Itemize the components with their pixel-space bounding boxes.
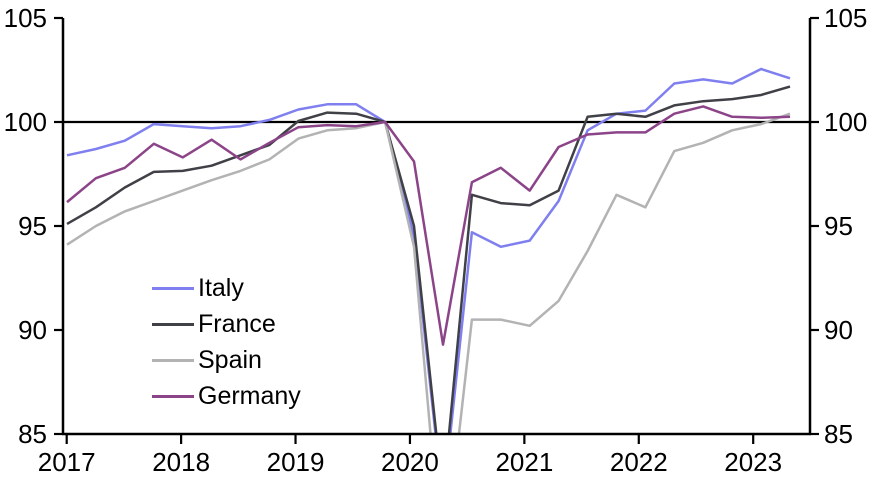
series-line-france [66, 85, 791, 434]
x-tick-label: 2021 [495, 447, 553, 477]
legend-item-germany: Germany [152, 378, 301, 414]
y-tick-label-left: 95 [18, 211, 47, 241]
y-tick-label-right: 85 [824, 419, 853, 449]
y-tick-label-left: 85 [18, 419, 47, 449]
x-tick-label: 2020 [381, 447, 439, 477]
y-tick-label-right: 105 [824, 3, 867, 33]
legend-swatch-italy [152, 286, 194, 290]
legend-item-italy: Italy [152, 270, 301, 306]
legend-swatch-germany [152, 394, 194, 398]
x-tick-label: 2023 [724, 447, 782, 477]
y-tick-label-right: 90 [824, 315, 853, 345]
legend-item-spain: Spain [152, 342, 301, 378]
legend-label-france: France [198, 309, 276, 338]
y-tick-label-right: 100 [824, 107, 867, 137]
legend-label-italy: Italy [198, 273, 244, 302]
series-line-spain [66, 112, 791, 434]
legend: Italy France Spain Germany [152, 270, 301, 414]
x-tick-label: 2018 [152, 447, 210, 477]
x-tick-label: 2019 [267, 447, 325, 477]
legend-swatch-spain [152, 358, 194, 362]
y-tick-label-left: 90 [18, 315, 47, 345]
legend-label-spain: Spain [198, 345, 262, 374]
y-tick-label-left: 105 [4, 3, 47, 33]
x-tick-label: 2017 [38, 447, 96, 477]
x-tick-label: 2022 [610, 447, 668, 477]
y-tick-label-left: 100 [4, 107, 47, 137]
legend-label-germany: Germany [198, 381, 301, 410]
y-tick-label-right: 95 [824, 211, 853, 241]
legend-swatch-france [152, 322, 194, 326]
legend-item-france: France [152, 306, 301, 342]
series-line-germany [66, 105, 791, 346]
